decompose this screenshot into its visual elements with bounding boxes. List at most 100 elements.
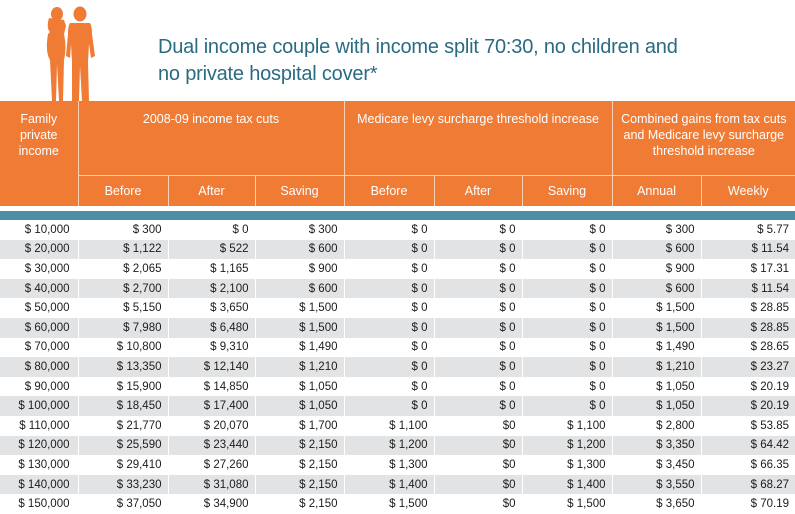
subheader-after: After xyxy=(167,175,255,206)
cell-value: $ 1,210 xyxy=(254,357,344,377)
cell-value: $ 68.27 xyxy=(700,474,795,495)
cell-value: $ 1,500 xyxy=(254,298,344,318)
table-row: $ 80,000 $ 13,350 $ 12,140 $ 1,210 $ 0 $ 0 $ 0… xyxy=(0,357,795,377)
group-header-medicare: Medicare levy surcharge threshold increa… xyxy=(343,101,613,176)
page-title: Dual income couple with income split 70:… xyxy=(158,34,678,88)
table-row: $ 120,000 $ 25,590 $ 23,440 $ 2,150 $ 1,200 $… xyxy=(0,435,795,456)
cell-value: $ 28.65 xyxy=(700,337,795,358)
teal-divider xyxy=(0,211,795,220)
cell-value: $ 1,500 xyxy=(611,317,702,338)
cell-value: $ 21,770 xyxy=(77,415,168,436)
table-row: $ 30,000 $ 2,065 $ 1,165 $ 900 $ 0 $ 0 $ 0 $ 90… xyxy=(0,259,795,279)
cell-value: $ 17,400 xyxy=(167,396,255,416)
cell-value: $ 3,650 xyxy=(611,494,702,514)
cell-value: $ 18,450 xyxy=(77,396,168,416)
cell-value: $ 5.77 xyxy=(700,220,795,240)
table-row: $ 140,000 $ 33,230 $ 31,080 $ 2,150 $ 1,400 $… xyxy=(0,474,795,495)
cell-value: $ 2,150 xyxy=(254,474,344,495)
table-body: $ 10,000 $ 300 $ 0 $ 300 $ 0 $ 0 $ 0 $ 300 $ 5.7… xyxy=(0,220,795,514)
table-row: $ 70,000 $ 10,800 $ 9,310 $ 1,490 $ 0 $ 0 $ 0 $… xyxy=(0,337,795,358)
cell-value: $ 0 xyxy=(343,220,434,240)
cell-value: $ 66.35 xyxy=(700,455,795,475)
cell-value: $ 37,050 xyxy=(77,494,168,514)
cell-value: $ 0 xyxy=(521,278,613,299)
cell-value: $ 2,100 xyxy=(167,278,255,299)
title-area: Dual income couple with income split 70:… xyxy=(0,0,795,101)
cell-income: $ 90,000 xyxy=(24,380,70,393)
table-row: $ 150,000 $ 37,050 $ 34,900 $ 2,150 $ 1,500 $… xyxy=(0,494,795,514)
cell-value: $ 1,100 xyxy=(343,415,434,436)
cell-value: $ 1,400 xyxy=(521,474,613,495)
cell-value: $ 20.19 xyxy=(700,396,795,416)
cell-value: $ 1,300 xyxy=(521,455,613,475)
cell-value: $ 1,050 xyxy=(611,396,702,416)
cell-value: $ 0 xyxy=(433,298,522,318)
cell-value: $ 7,980 xyxy=(77,317,168,338)
cell-income: $ 130,000 xyxy=(18,458,70,471)
table-row: $ 10,000 $ 300 $ 0 $ 300 $ 0 $ 0 $ 0 $ 300 $ 5.7… xyxy=(0,220,795,240)
cell-value: $ 600 xyxy=(254,278,344,299)
cell-value: $ 1,490 xyxy=(254,337,344,358)
spacer-row xyxy=(0,206,795,211)
cell-value: $ 2,150 xyxy=(254,455,344,475)
cell-value: $ 1,122 xyxy=(77,239,168,260)
cell-value: $ 23,440 xyxy=(167,435,255,456)
cell-value: $ 300 xyxy=(77,220,168,240)
cell-value: $ 0 xyxy=(433,376,522,397)
cell-value: $ 600 xyxy=(254,239,344,260)
table-row: $ 130,000 $ 29,410 $ 27,260 $ 2,150 $ 1,300 $… xyxy=(0,455,795,475)
cell-value: $ 3,450 xyxy=(611,455,702,475)
cell-value: $ 0 xyxy=(433,357,522,377)
cell-value: $ 1,400 xyxy=(343,474,434,495)
cell-income: $ 120,000 xyxy=(0,435,78,456)
cell-value: $ 29,410 xyxy=(77,455,168,475)
cell-value: $ 64.42 xyxy=(700,435,795,456)
group-header-combined: Combined gains from tax cuts and Medicar… xyxy=(611,101,795,176)
cell-value: $ 15,900 xyxy=(77,376,168,397)
cell-income: $ 60,000 xyxy=(0,317,78,338)
cell-income: $ 50,000 xyxy=(24,302,70,315)
table-row: $ 110,000 $ 21,770 $ 20,070 $ 1,700 $ 1,100 $… xyxy=(0,415,795,436)
cell-value: $ 1,700 xyxy=(254,415,344,436)
cell-income: $ 140,000 xyxy=(0,474,78,495)
cell-value: $0 xyxy=(433,415,522,436)
cell-value: $ 0 xyxy=(521,220,613,240)
subheader-weekly: Weekly xyxy=(700,175,795,206)
cell-value: $ 2,700 xyxy=(77,278,168,299)
cell-value: $ 5,150 xyxy=(77,298,168,318)
cell-value: $ 0 xyxy=(521,259,613,279)
cell-value: $ 3,650 xyxy=(167,298,255,318)
cell-value: $ 3,350 xyxy=(611,435,702,456)
cell-value: $ 1,490 xyxy=(611,337,702,358)
table-row: $ 90,000 $ 15,900 $ 14,850 $ 1,050 $ 0 $ 0 $ 0… xyxy=(0,376,795,397)
cell-value: $ 0 xyxy=(521,357,613,377)
title-line-2: no private hospital cover* xyxy=(158,63,378,85)
cell-income: $ 100,000 xyxy=(0,396,78,416)
cell-value: $ 900 xyxy=(611,259,702,279)
cell-value: $ 0 xyxy=(343,278,434,299)
cell-value: $ 0 xyxy=(433,220,522,240)
cell-income: $ 40,000 xyxy=(0,278,78,299)
cell-value: $ 2,150 xyxy=(254,435,344,456)
cell-value: $0 xyxy=(433,455,522,475)
cell-value: $ 9,310 xyxy=(167,337,255,358)
cell-value: $ 1,500 xyxy=(343,494,434,514)
cell-value: $ 25,590 xyxy=(77,435,168,456)
cell-value: $ 2,800 xyxy=(611,415,702,436)
cell-value: $0 xyxy=(433,494,522,514)
cell-value: $ 0 xyxy=(433,239,522,260)
cell-value: $ 2,065 xyxy=(77,259,168,279)
cell-value: $ 0 xyxy=(433,259,522,279)
cell-value: $ 0 xyxy=(433,317,522,338)
table-row: $ 50,000 $ 5,150 $ 3,650 $ 1,500 $ 0 $ 0 $ 0 $ … xyxy=(0,298,795,318)
cell-value: $ 522 xyxy=(167,239,255,260)
cell-value: $ 300 xyxy=(611,220,702,240)
cell-value: $ 0 xyxy=(343,337,434,358)
cell-value: $ 0 xyxy=(343,396,434,416)
cell-value: $ 0 xyxy=(521,376,613,397)
cell-value: $ 900 xyxy=(254,259,344,279)
tax-savings-table: Family private income 2008-09 income tax… xyxy=(0,101,795,514)
cell-value: $ 53.85 xyxy=(700,415,795,436)
cell-value: $ 0 xyxy=(167,220,255,240)
cell-value: $ 1,300 xyxy=(343,455,434,475)
